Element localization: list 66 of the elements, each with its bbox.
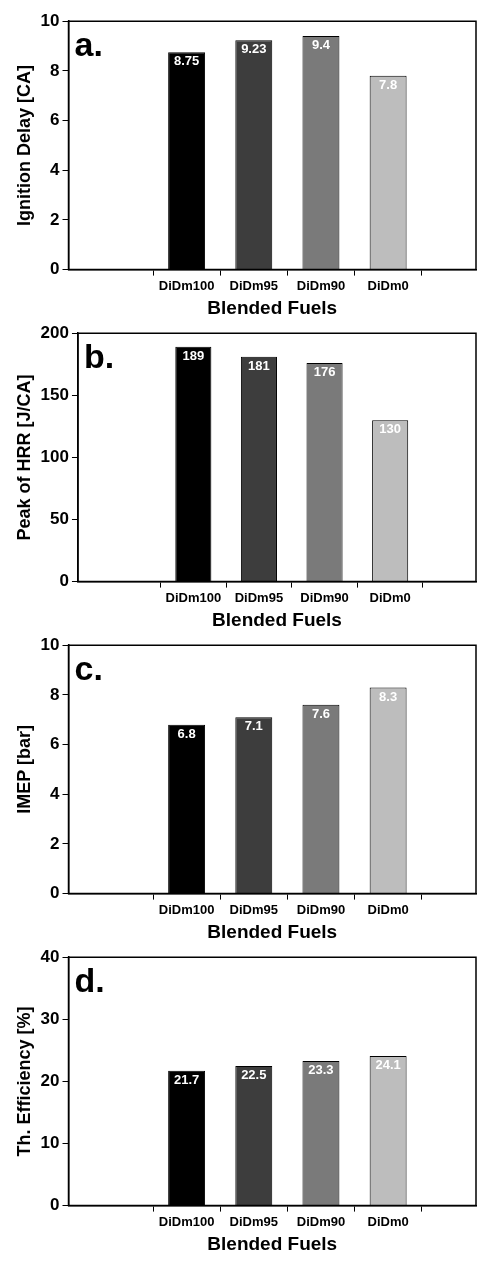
data-label: 22.5 (241, 1066, 267, 1082)
y-tick-label: 6 (50, 734, 60, 754)
data-label: 23.3 (308, 1061, 334, 1077)
y-tick-label: 4 (50, 783, 61, 803)
y-tick-label: 200 (40, 322, 69, 342)
data-label: 9.23 (241, 41, 267, 57)
y-tick-label: 8 (50, 684, 60, 704)
y-tick-label: 40 (40, 946, 60, 966)
y-tick-label: 10 (40, 10, 60, 30)
x-tick-label: DiDm95 (229, 1213, 278, 1229)
data-label: 130 (379, 421, 402, 437)
data-label: 21.7 (173, 1071, 200, 1087)
data-label: 176 (313, 364, 336, 380)
x-axis-title: Blended Fuels (207, 296, 338, 318)
x-tick-label: DiDm95 (229, 901, 278, 917)
y-tick-label: 8 (50, 60, 60, 80)
y-tick-label: 4 (50, 159, 61, 179)
x-tick-label: DiDm90 (300, 589, 349, 605)
x-tick-label: DiDm90 (296, 1213, 346, 1229)
y-tick-label: 100 (40, 447, 69, 467)
text: c. (74, 648, 103, 687)
x-tick-label: DiDm90 (296, 277, 346, 293)
y-tick-label: 150 (40, 384, 69, 404)
data-label: 24.1 (375, 1057, 401, 1073)
data-label: 7.8 (379, 76, 398, 92)
y-tick-label: 0 (59, 571, 69, 591)
text: b. (83, 336, 115, 375)
y-tick-label: 30 (40, 1008, 60, 1028)
x-tick-label: DiDm90 (296, 901, 346, 917)
y-tick-label: 0 (50, 883, 60, 903)
text: d. (74, 960, 105, 999)
y-tick-label: 0 (50, 259, 60, 279)
y-axis-title: Th. Efficiency [%] (13, 1006, 34, 1157)
x-tick-label: DiDm100 (165, 589, 222, 605)
y-tick-label: 50 (50, 509, 69, 529)
y-axis-title: IMEP [bar] (13, 725, 34, 814)
data-label: 7.1 (244, 718, 263, 734)
y-tick-label: 6 (50, 110, 60, 130)
x-tick-label: DiDm95 (229, 277, 278, 293)
text: a. (74, 24, 103, 63)
x-tick-label: DiDm0 (367, 1213, 409, 1229)
y-tick-label: 20 (40, 1071, 60, 1091)
y-axis-title: Ignition Delay [CA] (13, 64, 34, 226)
data-label: 8.3 (379, 688, 398, 704)
data-label: 9.4 (311, 37, 331, 53)
x-tick-label: DiDm100 (158, 277, 215, 293)
data-label: 7.6 (311, 705, 330, 721)
y-tick-label: 10 (40, 1133, 60, 1153)
x-tick-label: DiDm0 (369, 589, 411, 605)
x-axis-title: Blended Fuels (207, 920, 338, 942)
data-label: 181 (248, 357, 270, 373)
y-tick-label: 2 (50, 209, 60, 229)
data-label: 189 (182, 347, 205, 363)
x-tick-label: DiDm0 (367, 901, 409, 917)
x-tick-label: DiDm100 (158, 1213, 215, 1229)
data-label: 8.75 (173, 53, 200, 69)
x-tick-label: DiDm95 (234, 589, 284, 605)
x-axis-title: Blended Fuels (212, 608, 342, 630)
y-tick-label: 2 (50, 833, 60, 853)
y-axis-title: Peak of HRR [J/CA] (13, 374, 34, 541)
data-label: 6.8 (177, 725, 196, 741)
x-axis-title: Blended Fuels (207, 1232, 338, 1254)
x-tick-label: DiDm0 (367, 277, 409, 293)
y-tick-label: 0 (50, 1195, 60, 1215)
x-tick-label: DiDm100 (158, 901, 215, 917)
y-tick-label: 10 (40, 634, 60, 654)
